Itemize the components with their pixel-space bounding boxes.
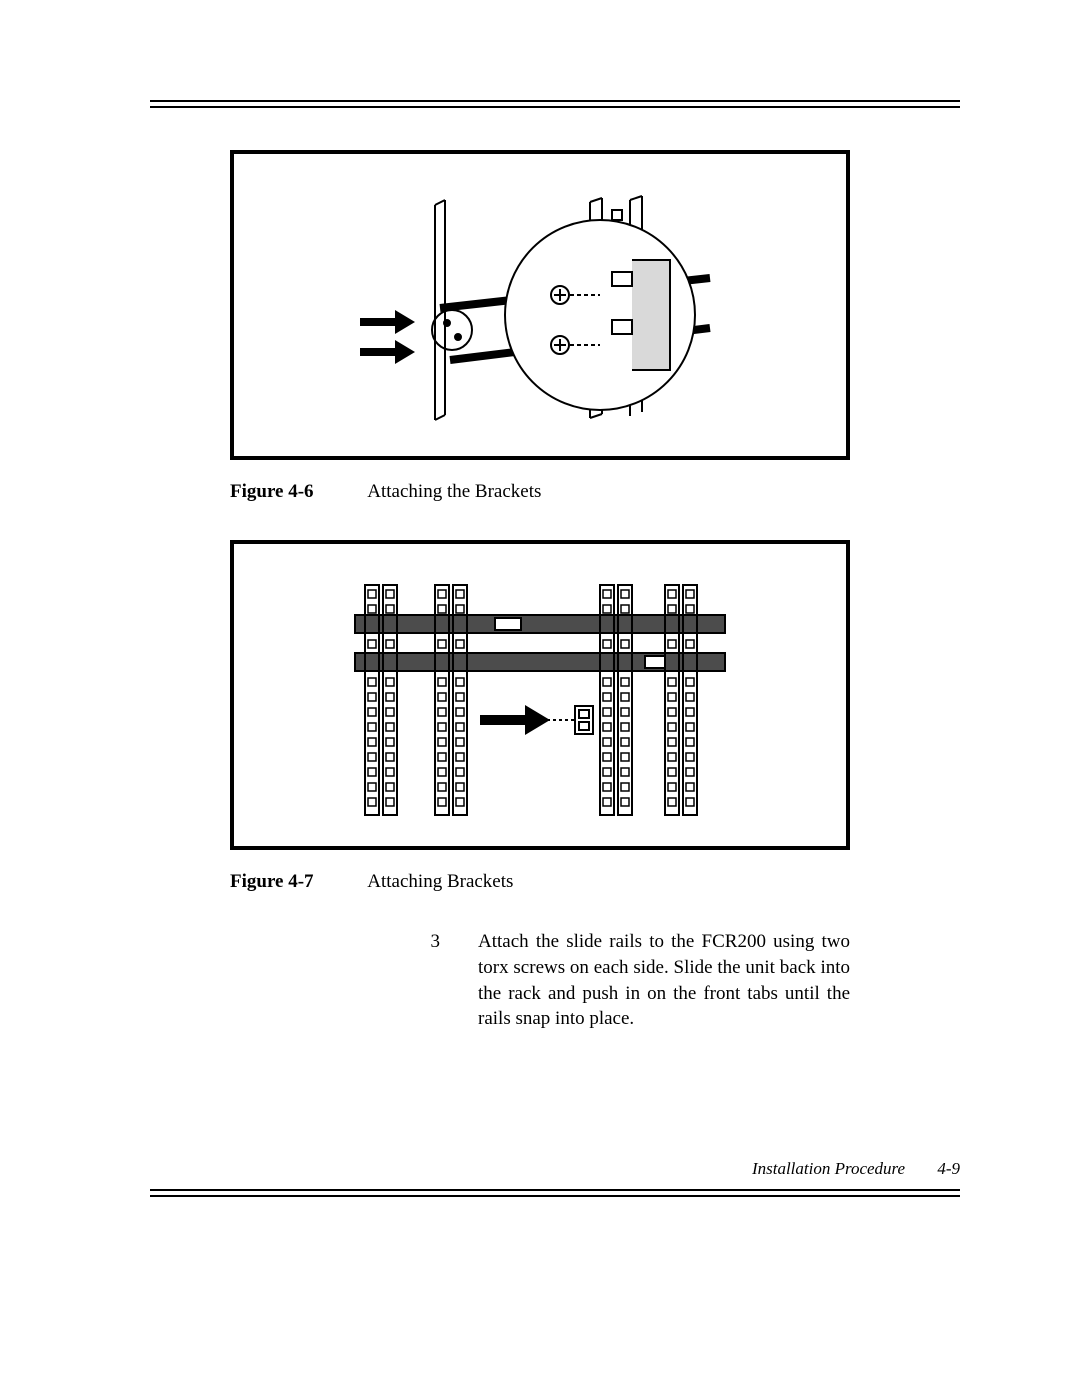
figure-4-7-label: Figure 4-7: [230, 871, 314, 892]
step-3: 3 Attach the slide rails to the FCR200 u…: [230, 929, 850, 1032]
footer-section: Installation Procedure: [752, 1159, 905, 1178]
figure-4-6-caption: Figure 4-6 Attaching the Brackets: [230, 480, 850, 505]
footer-page-number: 4-9: [937, 1159, 960, 1178]
figure-4-7-caption: Figure 4-7 Attaching Brackets: [230, 870, 850, 895]
top-double-rule: [150, 100, 960, 108]
main-content: Figure 4-6 Attaching the Brackets: [230, 150, 850, 1032]
step-3-number: 3: [380, 929, 478, 1032]
page: Figure 4-6 Attaching the Brackets: [0, 0, 1080, 1397]
page-footer: Installation Procedure 4-9: [752, 1159, 960, 1179]
figure-4-6: [230, 150, 850, 460]
step-3-text: Attach the slide rails to the FCR200 usi…: [478, 929, 850, 1032]
figure-4-6-svg: [240, 160, 840, 450]
figure-4-7-svg: [240, 550, 840, 840]
figure-4-6-label: Figure 4-6: [230, 481, 314, 502]
figure-4-7-caption-text: Attaching Brackets: [367, 871, 513, 892]
figure-4-7: [230, 540, 850, 850]
bottom-double-rule: [150, 1189, 960, 1197]
figure-4-6-caption-text: Attaching the Brackets: [367, 481, 541, 502]
